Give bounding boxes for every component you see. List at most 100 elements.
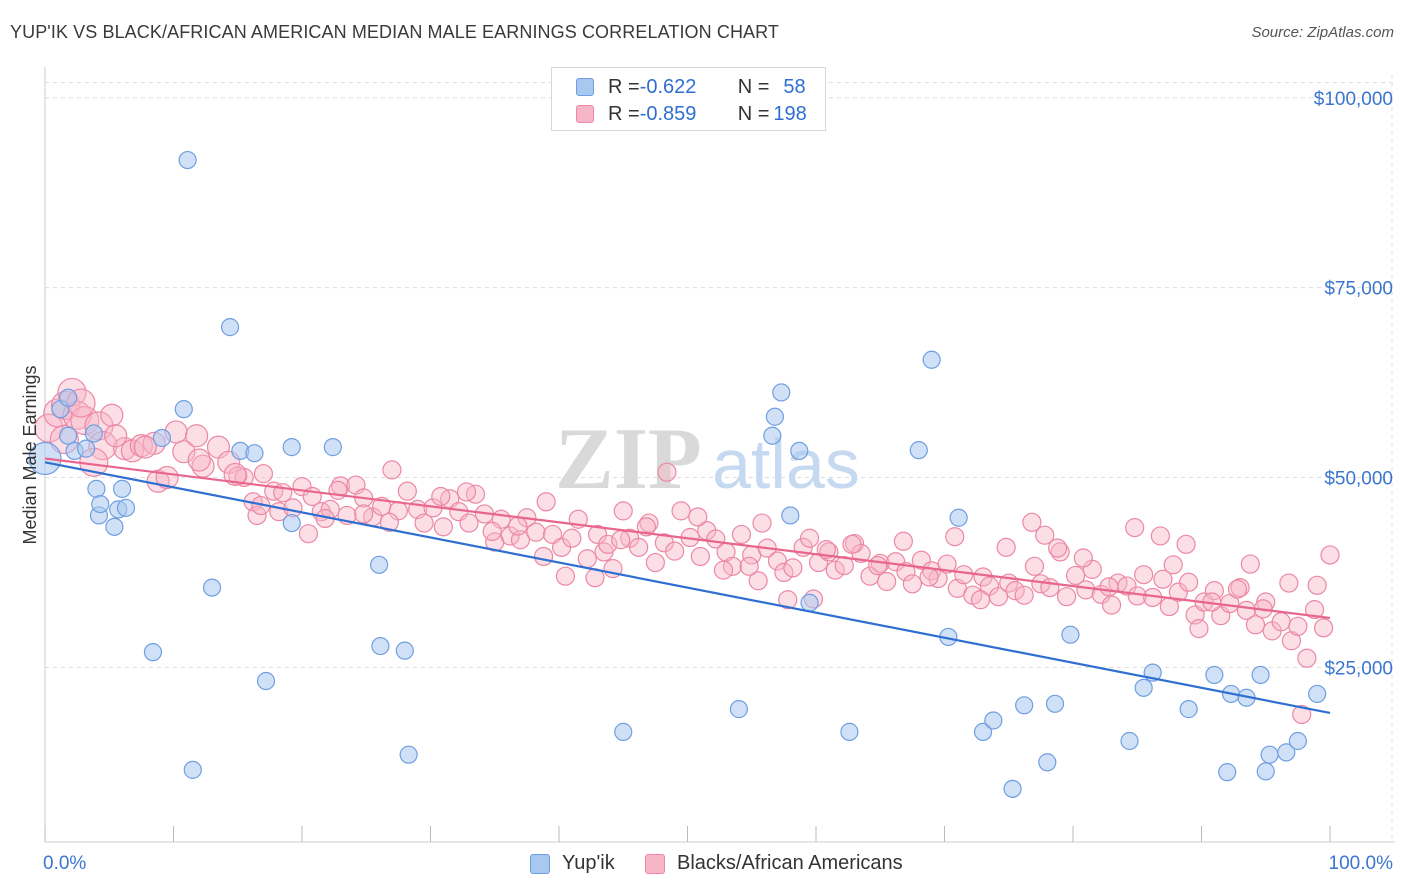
point-yupik bbox=[1179, 700, 1198, 719]
point-blacks bbox=[1099, 577, 1119, 597]
point-blacks bbox=[431, 486, 451, 507]
trendline-yupik bbox=[44, 461, 1331, 714]
point-yupik bbox=[91, 494, 110, 514]
point-yupik bbox=[984, 711, 1003, 730]
point-blacks bbox=[379, 512, 399, 532]
point-yupik bbox=[1205, 665, 1224, 685]
bottom-legend-blacks: Blacks/African Americans bbox=[645, 852, 903, 875]
point-yupik bbox=[112, 479, 132, 498]
bottom-legend-swatch-blacks bbox=[645, 853, 665, 874]
point-yupik bbox=[282, 513, 301, 533]
y-axis-label: Median Male Earnings bbox=[20, 365, 40, 544]
legend-n-value: 198 bbox=[773, 102, 807, 125]
point-blacks bbox=[739, 556, 759, 576]
point-blacks bbox=[1227, 579, 1248, 599]
point-blacks bbox=[1047, 538, 1068, 558]
point-blacks bbox=[636, 517, 656, 537]
point-blacks bbox=[1005, 581, 1025, 601]
point-yupik bbox=[152, 428, 172, 448]
point-yupik bbox=[1045, 694, 1065, 713]
axis-labels: $100,000 $75,000 $50,000 $25,000 0.0% 100.0% M… bbox=[20, 89, 1393, 874]
point-blacks bbox=[748, 571, 768, 591]
point-blacks bbox=[1153, 569, 1173, 589]
point-blacks bbox=[577, 549, 597, 569]
point-blacks bbox=[508, 516, 528, 536]
point-yupik bbox=[729, 700, 749, 719]
point-blacks bbox=[1125, 518, 1145, 538]
point-blacks bbox=[1240, 554, 1260, 574]
point-blacks bbox=[688, 507, 708, 527]
point-yupik bbox=[59, 388, 78, 407]
point-yupik bbox=[772, 383, 791, 402]
point-yupik bbox=[87, 479, 106, 498]
point-yupik bbox=[371, 636, 390, 656]
point-blacks bbox=[34, 413, 64, 443]
legend-row-blacks: R = -0.859 N = 198 bbox=[576, 102, 807, 126]
legend-n-label: N = bbox=[737, 75, 770, 98]
point-blacks bbox=[187, 448, 211, 472]
bottom-legend-yupik: Yup'ik bbox=[530, 852, 615, 875]
point-blacks bbox=[414, 513, 434, 533]
point-blacks bbox=[896, 562, 916, 582]
legend-r-value: -0.859 bbox=[639, 102, 697, 125]
point-blacks bbox=[1150, 526, 1170, 546]
point-yupik bbox=[1003, 779, 1022, 798]
point-yupik bbox=[614, 722, 633, 741]
point-yupik bbox=[370, 555, 389, 574]
point-blacks bbox=[937, 554, 957, 574]
point-blacks bbox=[671, 501, 691, 521]
point-blacks bbox=[877, 571, 897, 592]
x-tick-label: 0.0% bbox=[43, 853, 86, 874]
point-blacks bbox=[456, 482, 477, 502]
y-tick-label: $100,000 bbox=[1314, 89, 1393, 110]
point-blacks bbox=[1024, 556, 1045, 576]
point-yupik bbox=[840, 722, 859, 741]
point-yupik bbox=[245, 444, 264, 463]
point-yupik bbox=[395, 641, 414, 660]
y-tick-label: $75,000 bbox=[1324, 279, 1393, 300]
point-yupik bbox=[1120, 731, 1139, 751]
point-blacks bbox=[1292, 704, 1312, 725]
legend-row-yupik: R = -0.622 N = 58 bbox=[576, 75, 806, 99]
trendlines bbox=[44, 457, 1331, 714]
point-blacks bbox=[996, 537, 1016, 557]
point-blacks bbox=[536, 492, 556, 512]
point-blacks bbox=[1304, 600, 1325, 620]
point-blacks bbox=[433, 517, 453, 537]
point-yupik bbox=[922, 350, 941, 369]
point-blacks bbox=[713, 560, 734, 580]
point-blacks bbox=[1307, 575, 1327, 595]
point-yupik bbox=[174, 400, 193, 419]
point-blacks bbox=[1014, 585, 1034, 605]
point-blacks bbox=[459, 513, 479, 533]
point-yupik bbox=[105, 517, 124, 536]
point-blacks bbox=[842, 534, 862, 554]
point-yupik bbox=[949, 508, 968, 527]
point-blacks bbox=[665, 541, 685, 561]
point-yupik bbox=[323, 438, 342, 457]
point-blacks bbox=[100, 403, 124, 427]
point-blacks bbox=[172, 440, 196, 464]
point-blacks bbox=[1056, 587, 1077, 607]
legend-r-label: R = bbox=[608, 102, 640, 125]
point-yupik bbox=[1134, 678, 1153, 697]
point-blacks bbox=[893, 531, 913, 551]
point-blacks bbox=[629, 537, 649, 557]
point-yupik bbox=[399, 745, 418, 764]
bottom-legend-swatch-yupik bbox=[530, 853, 550, 874]
point-yupik bbox=[1288, 731, 1307, 751]
point-yupik bbox=[143, 643, 163, 662]
point-blacks bbox=[1288, 616, 1308, 636]
bottom-legend-label-yupik: Yup'ik bbox=[562, 852, 615, 874]
legend-swatch-yupik bbox=[576, 78, 594, 96]
point-blacks bbox=[555, 566, 576, 586]
point-yupik bbox=[59, 426, 78, 445]
point-yupik bbox=[282, 438, 301, 457]
point-blacks bbox=[526, 522, 546, 542]
point-yupik bbox=[1308, 684, 1327, 704]
point-blacks bbox=[825, 560, 845, 580]
point-blacks bbox=[731, 524, 752, 545]
point-blacks bbox=[945, 527, 965, 547]
source-label: Source: ZipAtlas.com bbox=[1251, 24, 1394, 41]
